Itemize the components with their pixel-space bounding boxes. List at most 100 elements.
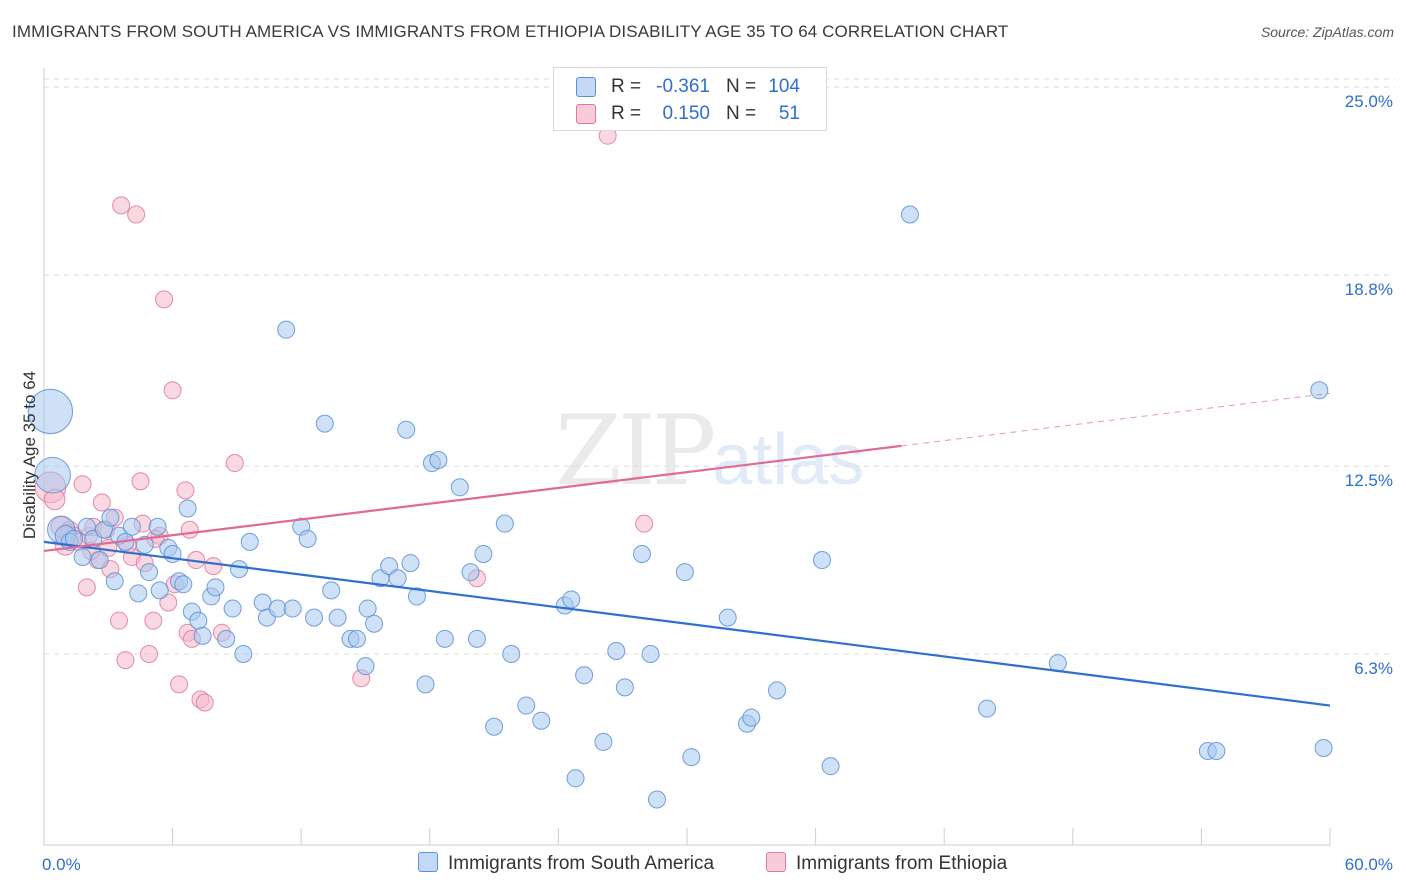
legend-swatch-ethiopia	[766, 852, 786, 872]
point-south-america	[358, 599, 377, 618]
point-south-america	[768, 681, 787, 700]
series2-r-value: 0.150	[662, 103, 710, 124]
point-ethiopia	[180, 520, 199, 539]
point-ethiopia	[112, 196, 131, 215]
point-ethiopia	[140, 645, 159, 664]
point-south-america	[122, 517, 141, 536]
point-south-america	[193, 626, 212, 645]
point-south-america	[34, 456, 71, 494]
point-south-america	[328, 608, 347, 627]
point-south-america	[682, 748, 701, 767]
y-tick-label: 18.8%	[1345, 280, 1393, 299]
point-south-america	[435, 629, 454, 648]
legend-label-ethiopia: Immigrants from Ethiopia	[796, 853, 1008, 874]
point-south-america	[347, 629, 366, 648]
point-ethiopia	[635, 514, 654, 533]
point-south-america	[532, 711, 551, 730]
point-south-america	[277, 320, 296, 339]
point-ethiopia	[204, 557, 223, 576]
trend-line-ethiopia-extension	[901, 392, 1331, 447]
point-south-america	[253, 593, 272, 612]
series2-swatch	[576, 104, 596, 124]
trend-line-ethiopia	[43, 444, 902, 553]
point-south-america	[1310, 381, 1329, 400]
y-axis-label: Disability Age 35 to 64	[20, 370, 39, 540]
point-south-america	[1207, 742, 1226, 761]
point-south-america	[495, 514, 514, 533]
point-south-america	[315, 414, 334, 433]
watermark: ZIPatlas	[555, 395, 864, 507]
point-ethiopia	[163, 381, 182, 400]
legend-item-ethiopia[interactable]: Immigrants from Ethiopia	[766, 852, 1007, 875]
stats-row-ethiopia: R = 0.150 N = 51	[554, 101, 826, 127]
point-south-america	[129, 584, 148, 603]
trend-line-south-america	[43, 540, 1331, 707]
point-south-america	[150, 581, 169, 600]
series1-r-value: -0.361	[656, 76, 710, 97]
stats-box: R = -0.361 N = 104 R = 0.150 N = 51	[553, 67, 827, 131]
point-south-america	[566, 769, 585, 788]
point-south-america	[388, 569, 407, 588]
r-label: R =	[611, 103, 642, 124]
point-ethiopia	[131, 472, 150, 491]
point-south-america	[1314, 738, 1333, 757]
series1-swatch	[576, 77, 596, 97]
n-label: N =	[726, 76, 757, 97]
point-south-america	[575, 666, 594, 685]
x-tick-label: 60.0%	[1345, 855, 1393, 874]
point-south-america	[298, 529, 317, 548]
legend-swatch-south-america	[418, 852, 438, 872]
trend-lines	[43, 392, 1331, 707]
point-south-america	[305, 608, 324, 627]
point-south-america	[615, 678, 634, 697]
point-south-america	[607, 641, 626, 660]
point-south-america	[135, 535, 154, 554]
point-ethiopia	[155, 290, 174, 309]
watermark-zip: ZIP	[555, 395, 716, 507]
point-south-america	[148, 517, 167, 536]
r-label: R =	[611, 76, 642, 97]
legend-label-south-america: Immigrants from South America	[448, 853, 715, 874]
point-south-america	[73, 548, 92, 567]
point-ethiopia	[73, 475, 92, 494]
point-ethiopia	[225, 454, 244, 473]
point-south-america	[675, 563, 694, 582]
point-south-america	[978, 699, 997, 718]
point-south-america	[900, 205, 919, 224]
point-south-america	[356, 657, 375, 676]
point-south-america	[467, 629, 486, 648]
point-south-america	[268, 599, 287, 618]
data-points	[27, 126, 1333, 809]
point-south-america	[283, 599, 302, 618]
point-south-america	[174, 575, 193, 594]
point-south-america	[718, 608, 737, 627]
point-south-america	[140, 563, 159, 582]
point-south-america	[517, 696, 536, 715]
point-south-america	[429, 451, 448, 470]
point-south-america	[223, 599, 242, 618]
chart-title: IMMIGRANTS FROM SOUTH AMERICA VS IMMIGRA…	[12, 22, 1009, 41]
point-south-america	[240, 532, 259, 551]
stats-row-south-america: R = -0.361 N = 104	[554, 74, 826, 100]
y-tick-label: 6.3%	[1354, 659, 1393, 678]
point-south-america	[562, 590, 581, 609]
point-south-america	[594, 732, 613, 751]
series2-n-value: 51	[778, 103, 800, 124]
y-tick-label: 12.5%	[1345, 471, 1393, 490]
point-ethiopia	[92, 493, 111, 512]
point-south-america	[485, 717, 504, 736]
point-ethiopia	[144, 611, 163, 630]
point-south-america	[206, 578, 225, 597]
point-ethiopia	[176, 481, 195, 500]
point-south-america	[416, 675, 435, 694]
point-south-america	[322, 581, 341, 600]
source-label: Source: ZipAtlas.com	[1260, 24, 1394, 40]
y-tick-label: 25.0%	[1345, 92, 1393, 111]
point-south-america	[502, 645, 521, 664]
point-south-america	[401, 554, 420, 573]
legend-item-south-america[interactable]: Immigrants from South America	[418, 852, 714, 875]
point-south-america	[407, 587, 426, 606]
point-south-america	[474, 544, 493, 563]
point-south-america	[101, 508, 120, 527]
